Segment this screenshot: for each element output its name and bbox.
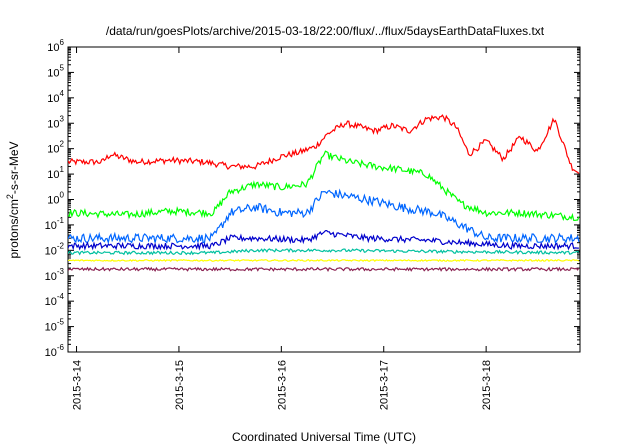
y-axis-label-base: protons/cm [7,199,21,258]
x-tick-label: 2015-3-15 [174,360,186,410]
series-line-4 [68,229,579,252]
x-tick-label: 2015-3-18 [481,360,493,410]
y-tick-label: 100 [47,191,64,207]
y-tick-label: 10-3 [45,267,65,283]
series-line-2 [68,150,580,222]
y-tick-label: 10-1 [45,216,65,232]
chart-title: /data/run/goesPlots/archive/2015-03-18/2… [106,24,545,38]
y-tick-label: 10-2 [45,241,65,257]
y-tick-label: 10-4 [45,292,65,308]
y-tick-label: 102 [47,140,64,156]
y-axis-label: protons/cm2-s-sr-MeV [5,141,21,258]
y-axis: 10-6 10-5 10-4 10-3 10-2 10-1 100 101 102 103 104 1… [45,38,580,359]
y-tick-label: 104 [47,89,64,105]
series-line-3 [68,188,580,245]
y-tick-label: 103 [47,114,64,130]
plot-frame [67,46,581,353]
y-axis-label-sup: 2 [5,194,15,199]
y-tick-label: 10-5 [45,318,65,334]
series-line-7 [68,266,580,272]
x-tick-label: 2015-3-16 [276,360,288,410]
x-axis: 2015-3-14 2015-3-15 2015-3-16 2015-3-17 2015… [72,47,493,410]
series-line-6 [68,258,580,263]
y-tick-label: 10-6 [45,343,65,359]
x-axis-label: Coordinated Universal Time (UTC) [232,430,416,444]
series-line-5 [68,247,580,256]
x-tick-label: 2015-3-17 [379,360,391,410]
series-line-1 [68,114,580,174]
y-tick-label: 105 [47,63,64,79]
y-tick-label: 101 [47,165,64,181]
series-layer [68,114,580,272]
x-tick-label: 2015-3-14 [72,360,84,410]
y-tick-label: 106 [47,38,64,54]
y-axis-label-rest: -s-sr-MeV [7,141,21,194]
